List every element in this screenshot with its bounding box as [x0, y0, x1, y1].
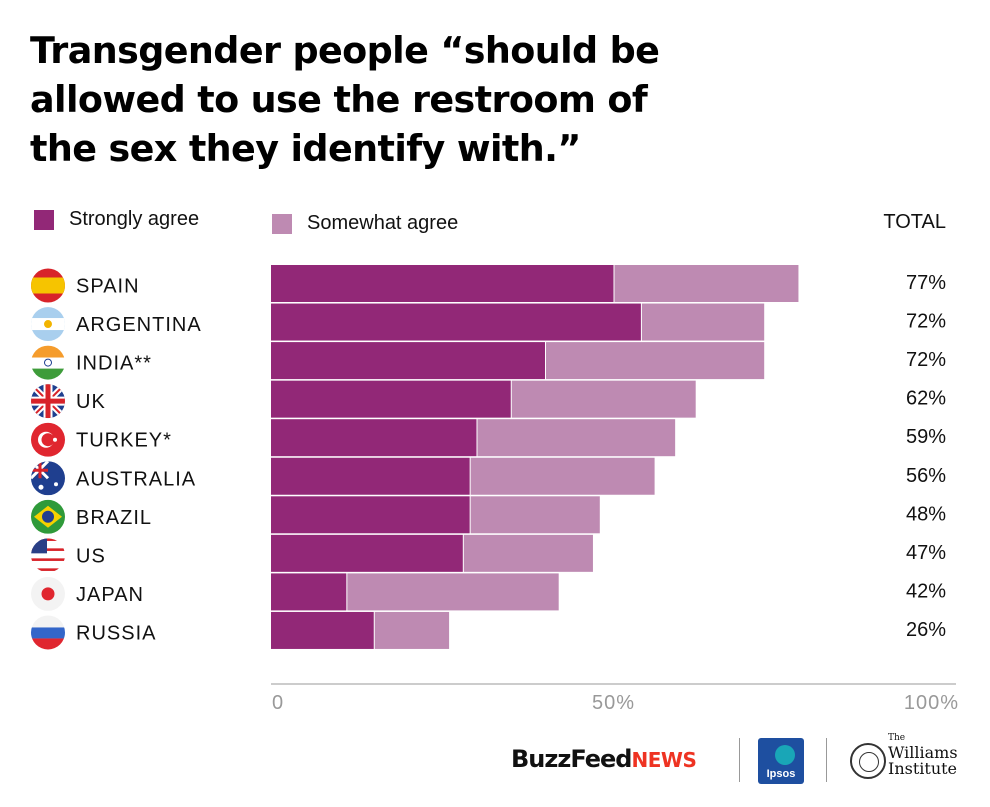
bar-strongly-7 — [271, 534, 463, 572]
williams-the-text: The — [888, 733, 906, 743]
bar-somewhat-5 — [470, 457, 655, 495]
williams-name-text: Williams — [888, 743, 958, 762]
total-label-4: 59% — [906, 426, 946, 448]
country-label-1: ARGENTINA — [76, 314, 202, 336]
bar-strongly-1 — [271, 303, 641, 341]
totals-group: 77% 72% 72% 62% 59% 56% 48% 47% 42% 26% — [906, 272, 946, 641]
bar-strongly-0 — [271, 265, 614, 302]
bar-somewhat-2 — [546, 342, 765, 380]
bar-somewhat-8 — [347, 573, 559, 611]
buzzfeed-news-logo: BuzzFeedNEWS — [511, 745, 697, 773]
country-label-2: INDIA** — [76, 353, 152, 375]
bar-somewhat-7 — [463, 534, 593, 572]
x-tick-label-2: 100% — [904, 692, 959, 714]
total-label-3: 62% — [906, 388, 946, 410]
title-line-1: Transgender people “should be — [30, 29, 660, 72]
bar-strongly-9 — [271, 611, 374, 649]
totals-header: TOTAL — [883, 211, 946, 233]
country-label-6: BRAZIL — [76, 507, 152, 529]
chart-title: Transgender people “should be allowed to… — [30, 26, 790, 173]
country-label-0: SPAIN — [76, 276, 140, 298]
brazil-flag-icon — [31, 499, 65, 534]
australia-flag-icon — [31, 461, 65, 496]
legend-strongly-agree: Strongly agree — [34, 208, 199, 231]
us-flag-icon — [31, 538, 65, 571]
legend-swatch-strongly — [34, 209, 54, 230]
buzzfeed-logo-text: BuzzFeed — [511, 745, 632, 773]
x-tick-label-0: 0 — [272, 692, 284, 714]
total-label-7: 47% — [906, 542, 946, 564]
total-label-5: 56% — [906, 465, 946, 487]
country-label-9: RUSSIA — [76, 622, 156, 644]
title-line-2: allowed to use the restroom of — [30, 78, 648, 121]
bar-strongly-5 — [271, 457, 470, 495]
total-label-9: 26% — [906, 619, 946, 641]
title-line-3: the sex they identify with.” — [30, 127, 581, 170]
country-labels-group: SPAIN ARGENTINA INDIA** UK TURKEY* AUSTRALIA B… — [76, 276, 202, 645]
bar-somewhat-6 — [470, 496, 600, 534]
country-label-8: JAPAN — [76, 584, 144, 606]
legend-label-strongly: Strongly agree — [69, 208, 200, 230]
spain-flag-icon — [31, 268, 65, 303]
total-label-0: 77% — [906, 272, 946, 294]
logo-divider-2 — [826, 738, 827, 782]
legend-swatch-somewhat — [272, 213, 292, 234]
bar-somewhat-9 — [374, 611, 450, 649]
country-label-3: UK — [76, 391, 106, 413]
total-label-2: 72% — [906, 349, 946, 371]
total-label-1: 72% — [906, 311, 946, 333]
uk-flag-icon — [31, 384, 65, 419]
total-label-8: 42% — [906, 580, 946, 602]
legend-somewhat-agree: Somewhat agree — [272, 212, 458, 235]
x-axis-group: 0 50% 100% — [271, 683, 959, 714]
country-label-5: AUSTRALIA — [76, 468, 196, 490]
bars-group — [271, 265, 799, 649]
news-logo-text: NEWS — [631, 748, 697, 772]
ipsos-blob-icon — [775, 745, 795, 765]
india-flag-icon — [31, 345, 65, 380]
bar-strongly-8 — [271, 573, 347, 611]
argentina-flag-icon — [31, 307, 65, 342]
country-label-7: US — [76, 545, 106, 567]
bar-somewhat-4 — [477, 419, 676, 457]
legend-label-somewhat: Somewhat agree — [307, 212, 459, 234]
turkey-flag-icon — [31, 422, 65, 457]
logo-divider-1 — [739, 738, 740, 782]
bar-strongly-6 — [271, 496, 470, 534]
x-tick-label-1: 50% — [592, 692, 635, 714]
japan-flag-icon — [31, 576, 65, 611]
ipsos-logo-text: Ipsos — [766, 768, 796, 780]
ipsos-logo: Ipsos — [758, 738, 804, 784]
bar-strongly-4 — [271, 419, 477, 457]
flags-group — [31, 268, 65, 650]
country-label-4: TURKEY* — [76, 430, 172, 452]
williams-seal-icon — [850, 743, 886, 779]
williams-institute-text: Institute — [888, 759, 958, 778]
williams-institute-logo: The Williams Institute — [850, 733, 962, 783]
russia-flag-icon — [31, 615, 65, 650]
bar-somewhat-3 — [511, 380, 696, 418]
bar-somewhat-1 — [641, 303, 765, 341]
bar-strongly-2 — [271, 342, 545, 380]
bar-strongly-3 — [271, 380, 511, 418]
bar-somewhat-0 — [614, 265, 799, 302]
total-label-6: 48% — [906, 503, 946, 525]
